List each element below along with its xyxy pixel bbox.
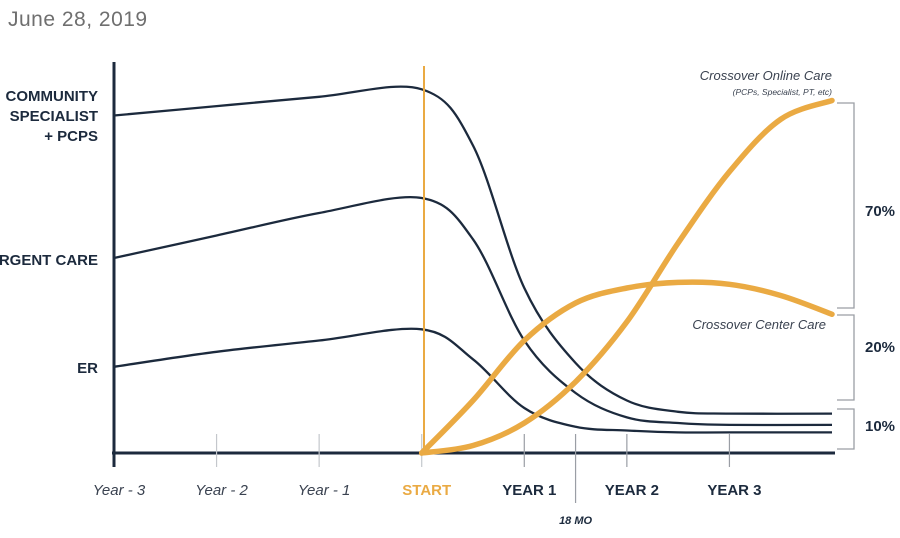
y-label-community-1: COMMUNITY (6, 88, 99, 105)
y-label-er: ER (77, 360, 98, 377)
legacy-line-1 (113, 85, 833, 415)
bracket-20 (837, 314, 855, 401)
bracket-10 (837, 408, 855, 450)
share-10: 10% (865, 418, 895, 435)
page-date: June 28, 2019 (8, 8, 148, 31)
x-tick-label: YEAR 2 (605, 482, 659, 499)
x-tick-label: Year - 1 (298, 482, 351, 499)
x-tick-label: YEAR 3 (707, 482, 761, 499)
crossover-online-label: Crossover Online Care (700, 68, 832, 83)
share-20: 20% (865, 339, 895, 356)
bracket-70 (837, 102, 855, 309)
y-label-urgent-care: URGENT CARE (0, 252, 98, 269)
x-tick-label: Year - 2 (195, 482, 248, 499)
crossover-center-label: Crossover Center Care (692, 317, 826, 332)
crossover-curve-2 (418, 279, 835, 456)
legacy-line-3 (113, 327, 832, 434)
x-tick-label: START (402, 482, 451, 499)
x-tick-label: Year - 3 (93, 482, 146, 499)
y-label-community-3: + PCPS (44, 128, 98, 145)
share-70: 70% (865, 203, 895, 220)
y-label-community-2: SPECIALIST (10, 108, 98, 125)
crossover-online-sublabel: (PCPs, Specialist, PT, etc) (733, 87, 833, 97)
x-marker-label: 18 MO (559, 515, 592, 527)
x-tick-label: YEAR 1 (502, 482, 556, 499)
crossover-curve-1 (418, 97, 835, 456)
legacy-line-2 (113, 196, 833, 427)
